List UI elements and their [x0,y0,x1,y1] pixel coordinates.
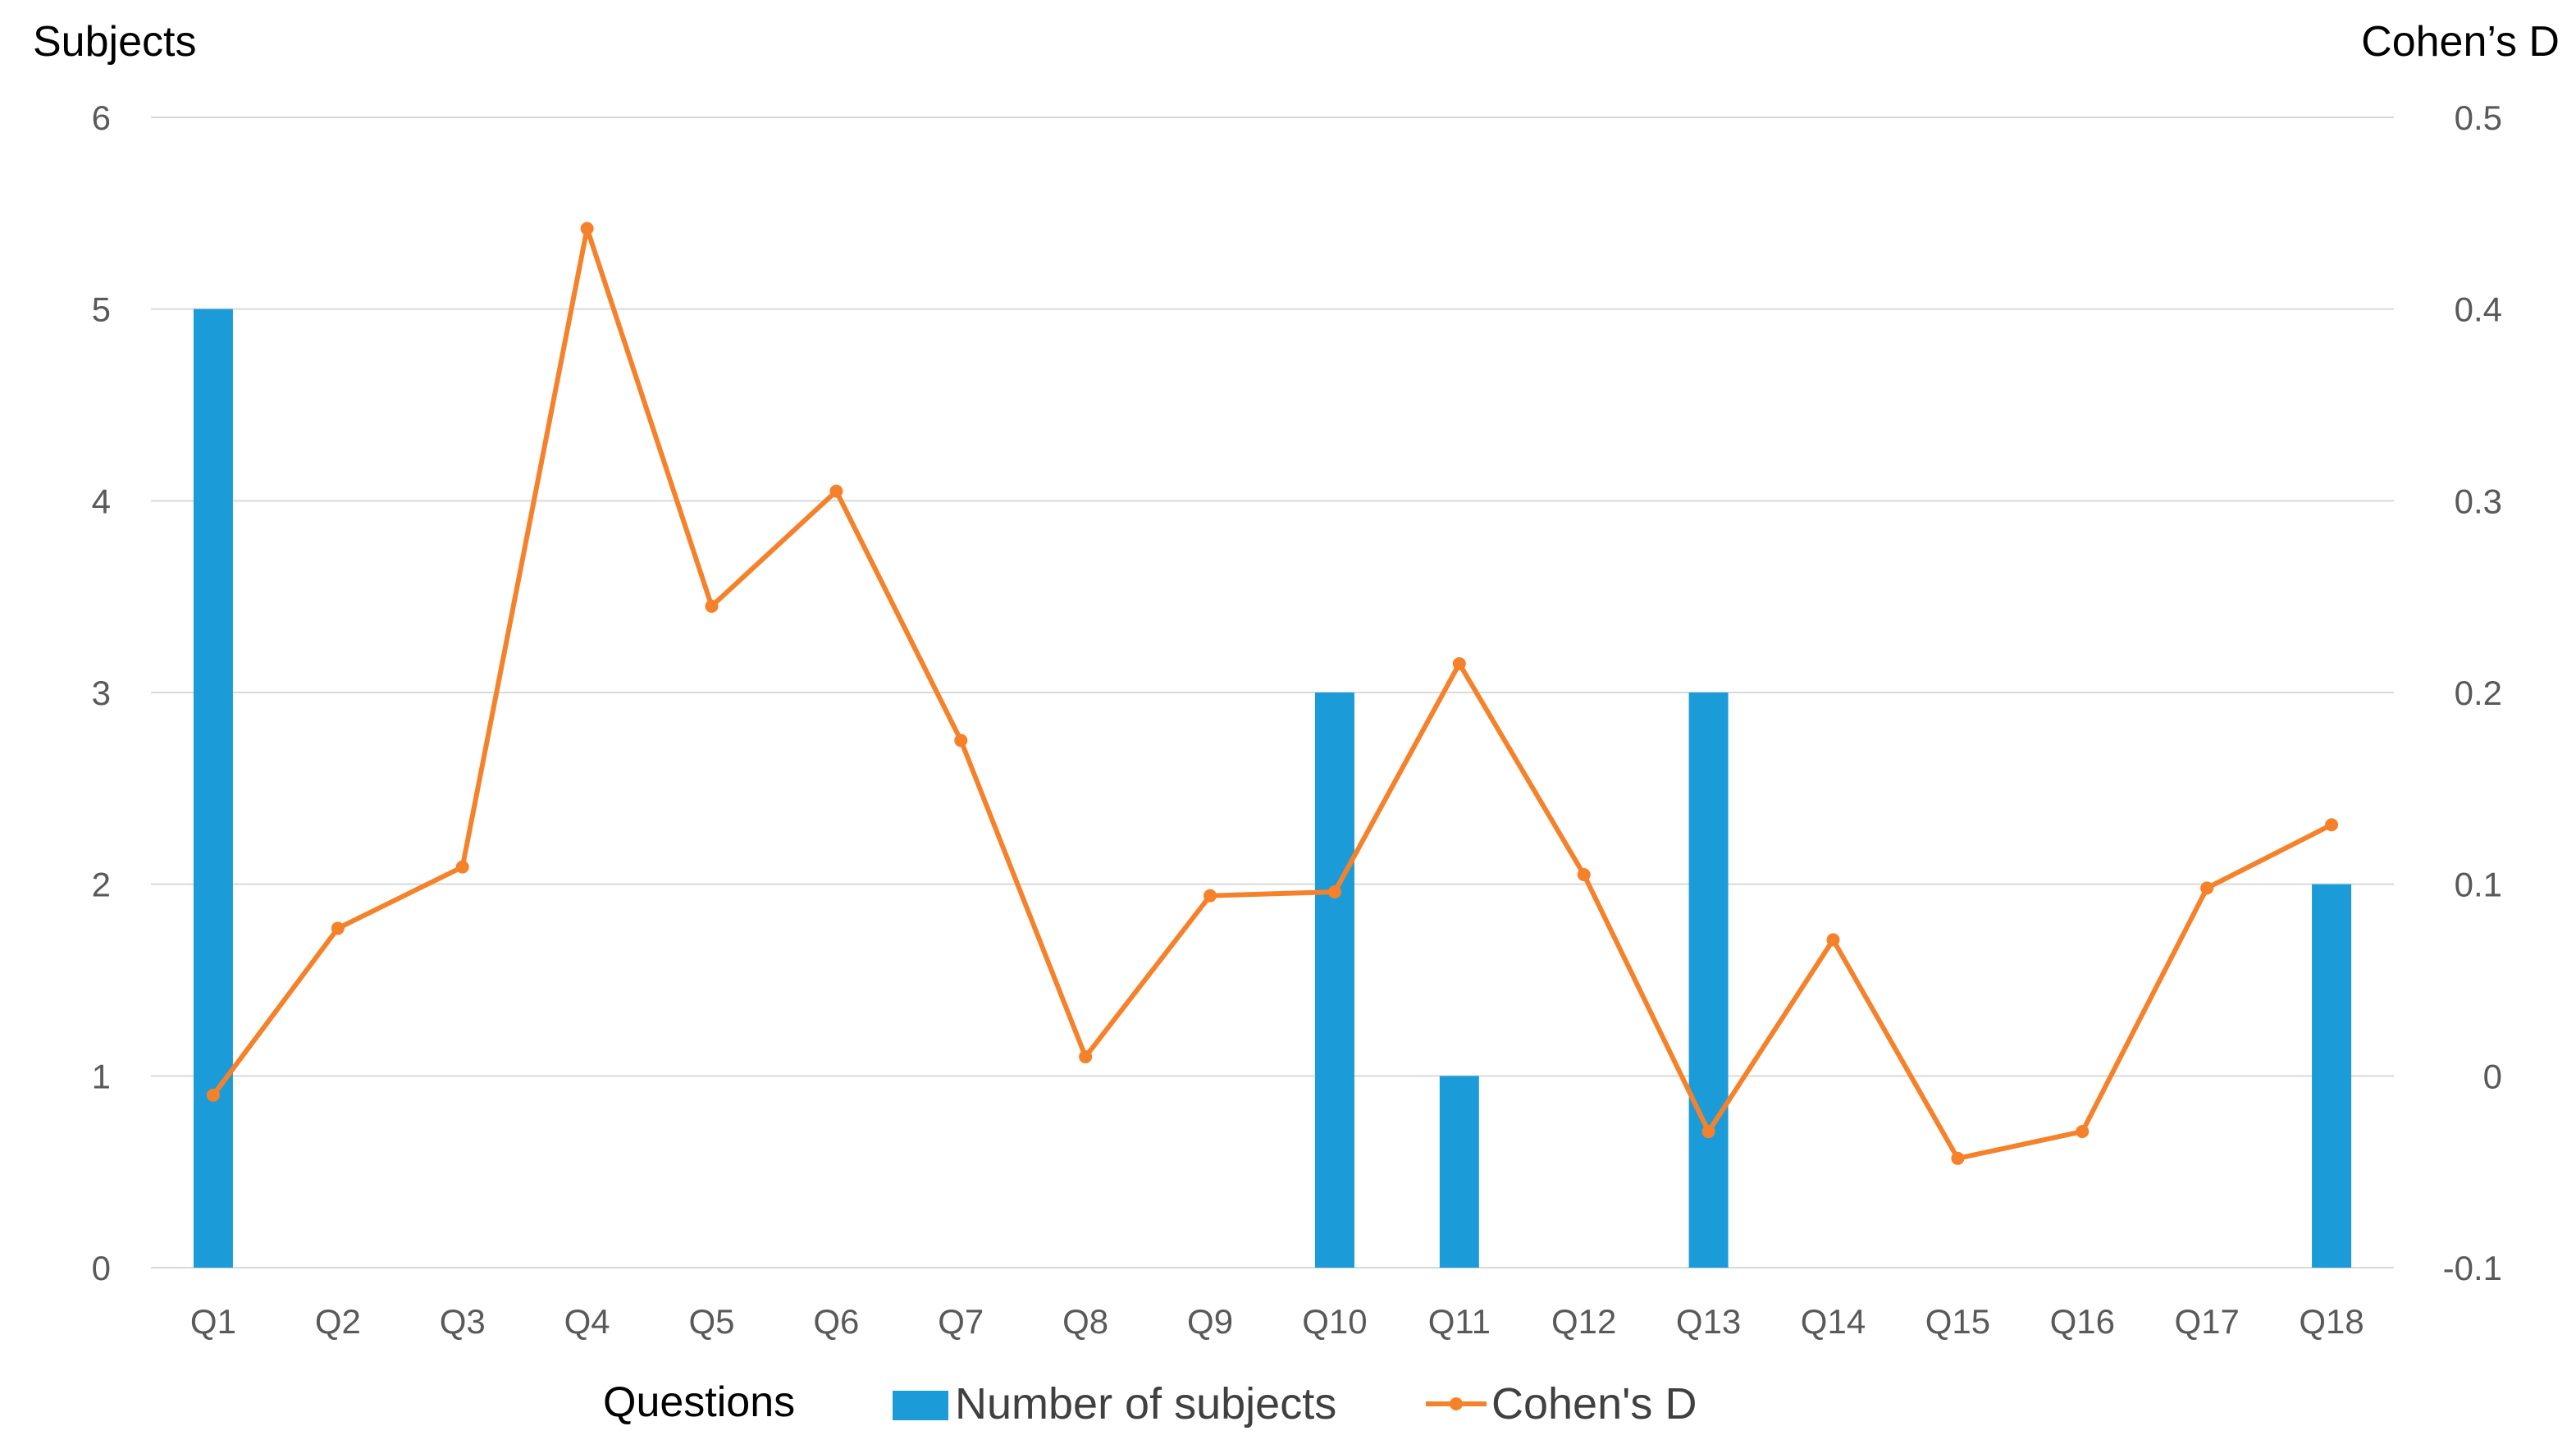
left-tick-label: 3 [92,674,111,712]
legend-swatch-marker [1450,1397,1463,1410]
line-point [331,921,345,935]
line-point [1204,889,1217,903]
line-point [1701,1125,1715,1139]
x-tick-label: Q16 [2050,1302,2115,1341]
x-tick-label: Q9 [1187,1302,1233,1341]
line-point [829,484,843,498]
x-tick-label: Q11 [1428,1302,1491,1341]
bar [1688,693,1729,1268]
line-point [1452,656,1466,670]
right-tick-label: 0.5 [2455,98,2502,137]
left-axis-ticks: 0 1 2 3 4 5 6 [92,98,111,1287]
x-tick-label: Q4 [564,1302,610,1341]
x-tick-label: Q18 [2299,1302,2364,1341]
left-tick-label: 0 [92,1249,111,1287]
x-tick-label: Q12 [1551,1302,1616,1341]
legend-swatch-bar [893,1391,948,1420]
x-tick-label: Q1 [190,1302,236,1341]
line-point [580,222,594,235]
line-point [954,734,968,747]
x-tick-label: Q13 [1676,1302,1741,1341]
line-point [1079,1049,1093,1063]
left-axis-title: Subjects [33,18,196,66]
right-tick-label: 0.1 [2455,866,2502,904]
x-tick-label: Q8 [1062,1302,1108,1341]
bar [2312,884,2352,1268]
line-point [1577,867,1591,881]
x-tick-label: Q10 [1302,1302,1367,1341]
left-tick-label: 5 [92,290,111,329]
x-axis-ticks: Q1 Q2 Q3 Q4 Q5 Q6 Q7 Q8 Q9 Q10 Q11 Q12 Q13 Q14 Q15 Q16 Q… [190,1302,2364,1341]
line-point [1951,1151,1965,1165]
x-tick-label: Q17 [2174,1302,2239,1341]
right-tick-label: 0.2 [2455,674,2502,712]
x-tick-label: Q2 [315,1302,361,1341]
line-point [2325,818,2339,832]
legend-label-cohens-d: Cohen's D [1491,1379,1697,1428]
bar [193,309,233,1268]
line-point [2200,881,2214,895]
right-tick-label: -0.1 [2443,1249,2502,1287]
x-tick-label: Q14 [1801,1302,1866,1341]
line-point [1826,933,1840,947]
bar [1439,1076,1479,1268]
x-tick-label: Q7 [938,1302,984,1341]
x-tick-label: Q5 [688,1302,734,1341]
x-tick-label: Q3 [440,1302,486,1341]
right-tick-label: 0 [2483,1057,2502,1095]
right-axis-ticks: -0.1 0 0.1 0.2 0.3 0.4 0.5 [2443,98,2502,1287]
series-line [211,226,2333,1161]
right-tick-label: 0.4 [2455,290,2502,329]
right-tick-label: 0.3 [2455,482,2502,520]
x-tick-label: Q15 [1925,1302,1990,1341]
gridlines [151,117,2394,1268]
left-tick-label: 2 [92,866,111,904]
line-point [206,1088,220,1102]
right-axis-title: Cohen’s D [2361,18,2560,66]
bar [1314,693,1354,1268]
x-tick-label: Q6 [813,1302,859,1341]
legend-label-number-of-subjects: Number of subjects [955,1379,1336,1428]
x-axis-title: Questions [603,1378,795,1426]
line-point [705,599,719,613]
line-point [2076,1125,2090,1139]
line-point [455,860,469,874]
left-tick-label: 4 [92,482,111,520]
left-tick-label: 1 [92,1057,111,1095]
legend: Questions Number of subjects Cohen's D [603,1378,1697,1428]
bar-series-number-of-subjects [193,309,2352,1268]
line-series-cohens-d [206,222,2339,1165]
line-point [1327,885,1341,899]
left-tick-label: 6 [92,98,111,137]
